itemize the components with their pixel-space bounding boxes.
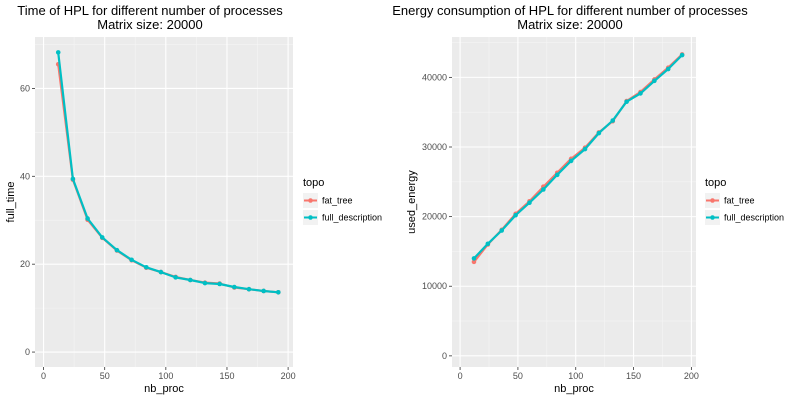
point-full_description [129,257,134,263]
legend-label-fat_tree: fat_tree [724,196,755,206]
point-full_description [143,264,149,270]
point-full_description [679,52,685,58]
chart-title: Energy consumption of HPL for different … [392,3,748,18]
series-line-full_description [57,52,279,294]
point-full_description [99,235,105,240]
y-tick-label: 60 [20,83,30,93]
legend-key-point [710,215,715,220]
point-full_description [158,269,164,275]
point-full_description [596,130,602,136]
plot-panel [452,37,696,367]
legend-label-fat_tree: fat_tree [322,196,353,206]
chart-2: Energy consumption of HPL for different … [392,3,784,395]
x-tick-label: 50 [513,371,523,381]
point-full_description [246,286,252,292]
point-full_description [114,247,120,253]
legend: topo fat_tree full_description [705,177,784,225]
chart-1: Time of HPL for different number of proc… [5,3,382,395]
chart-subtitle: Matrix size: 20000 [97,17,203,32]
point-full_description [485,241,491,247]
point-full_description [217,281,222,287]
chart-title: Time of HPL for different number of proc… [17,3,283,18]
y-tick-label: 20 [20,259,30,269]
legend-key-point [710,198,715,203]
point-full_description [187,277,193,283]
point-full_description [582,146,588,152]
x-tick-label: 200 [281,371,296,381]
point-full_description [173,275,178,280]
chart-subtitle: Matrix size: 20000 [517,17,623,32]
x-tick-label: 100 [158,371,173,381]
legend-key-point [308,198,313,203]
point-full_description [638,91,643,96]
legend-title: topo [303,177,324,189]
point-full_description [202,280,208,286]
point-full_description [70,176,76,182]
series-line-full_description [473,54,683,260]
x-tick-label: 0 [41,371,46,381]
point-full_description [610,118,616,123]
legend-label-full_description: full_description [724,213,784,223]
x-tick-label: 200 [684,371,699,381]
y-tick-label: 10000 [422,281,447,291]
point-full_description [276,289,281,295]
x-tick-label: 0 [458,371,463,381]
point-full_description [652,78,657,84]
plot-panel [35,37,293,367]
x-axis-title: nb_proc [144,383,184,395]
x-tick-label: 50 [100,371,110,381]
x-axis-title: nb_proc [554,383,594,395]
y-tick-label: 20000 [422,212,447,222]
point-full_description [554,172,560,178]
y-tick-label: 0 [25,347,30,357]
x-tick-label: 100 [568,371,583,381]
legend: topo fat_tree full_description [303,177,382,225]
point-full_description [541,187,546,192]
point-full_description [527,200,532,205]
x-tick-label: 150 [626,371,641,381]
x-tick-label: 150 [219,371,234,381]
point-full_description [85,216,90,221]
point-full_description [624,99,629,105]
y-tick-label: 0 [442,351,447,361]
legend-title: topo [705,177,726,189]
point-full_description [665,66,671,72]
point-full_description [55,50,61,55]
legend-label-full_description: full_description [322,213,382,223]
point-full_description [499,228,505,233]
point-full_description [568,158,574,164]
y-tick-label: 30000 [422,142,447,152]
y-axis-title: used_energy [406,170,418,234]
y-axis-title: full_time [5,182,17,223]
point-full_description [513,212,518,218]
point-full_description [261,288,266,294]
point-fat_tree [471,259,477,265]
legend-key-point [308,215,313,220]
y-tick-label: 40 [20,171,30,181]
y-tick-label: 40000 [422,72,447,82]
point-full_description [232,284,237,290]
point-full_description [471,256,477,261]
